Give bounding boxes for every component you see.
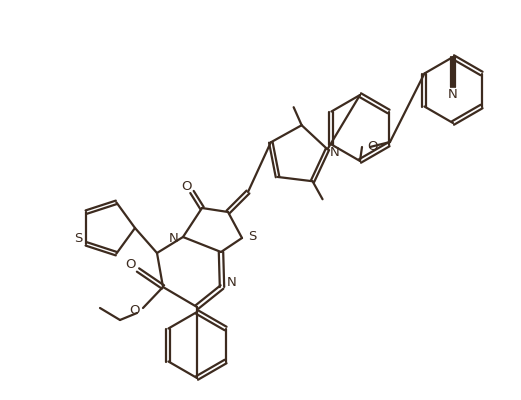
Text: S: S [74,232,82,245]
Text: O: O [125,258,135,272]
Text: O: O [129,304,139,318]
Text: N: N [330,146,339,159]
Text: N: N [448,88,458,102]
Text: N: N [227,276,237,288]
Text: N: N [169,232,179,244]
Text: S: S [248,230,256,242]
Text: O: O [181,180,191,192]
Text: O: O [367,140,377,154]
